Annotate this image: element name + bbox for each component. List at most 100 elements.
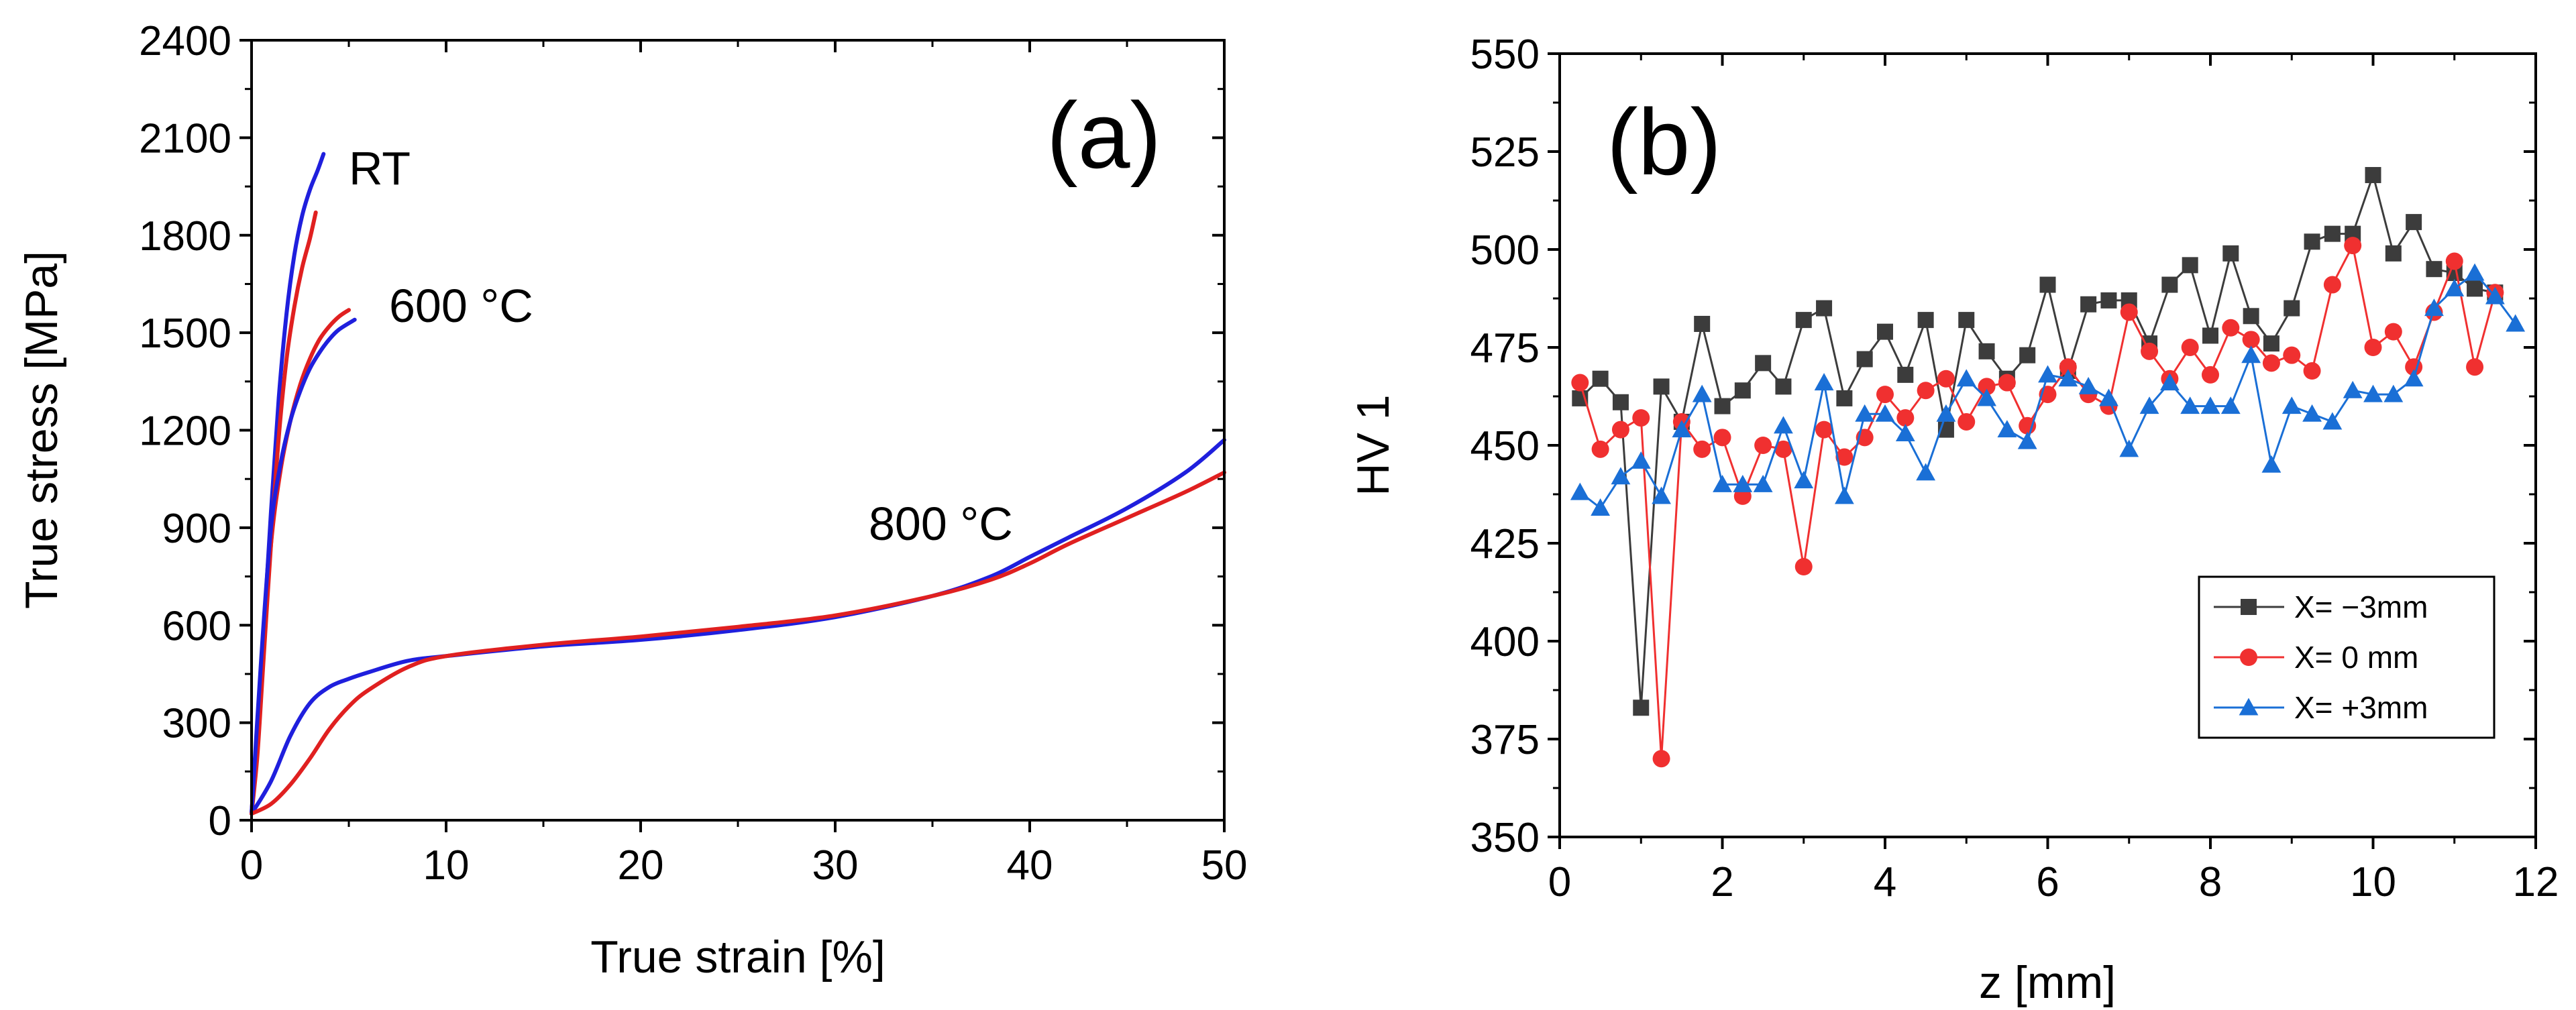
data-point-x-0-mm — [2120, 303, 2138, 321]
data-point-x-0-mm — [2262, 354, 2280, 372]
data-point-x-0-mm — [1652, 750, 1670, 768]
data-point-x-3mm — [2324, 225, 2341, 242]
legend-swatches — [2214, 599, 2284, 716]
panel-b-x-axis-title: z [mm] — [1979, 957, 2116, 1008]
data-point-x-0-mm — [1896, 409, 1915, 427]
data-point-x-0-mm — [2242, 331, 2260, 349]
data-point-x-3mm — [1875, 404, 1895, 422]
y-tick-label: 475 — [1470, 325, 1540, 372]
data-point-x-3mm — [1855, 404, 1875, 422]
data-point-x-3mm — [2180, 396, 2200, 414]
data-point-x-3mm — [1672, 420, 1692, 438]
series-line-rt-blue — [250, 152, 326, 816]
y-tick-label: 450 — [1470, 423, 1540, 469]
data-point-x-3mm — [2241, 345, 2261, 363]
data-point-x-3mm — [1834, 486, 1854, 504]
data-point-x-3mm — [1631, 451, 1651, 469]
data-point-x-3mm — [1692, 384, 1712, 402]
data-point-x-3mm — [1936, 404, 1956, 422]
data-point-x-3mm — [1794, 471, 1814, 489]
series-line-600-c-blue — [250, 317, 357, 816]
data-point-x-3mm — [1977, 388, 1996, 406]
data-point-x-3mm — [2161, 276, 2178, 293]
y-tick-label: 1800 — [139, 213, 231, 260]
data-point-x-3mm — [1612, 394, 1629, 410]
data-point-x-3mm — [2202, 327, 2218, 344]
data-point-x-3mm — [2220, 396, 2241, 414]
data-point-x-3mm — [1897, 366, 1914, 383]
data-point-x-3mm — [2119, 439, 2139, 457]
x-tick-label: 10 — [423, 842, 470, 889]
data-point-x-3mm — [2159, 373, 2180, 391]
data-point-x-0-mm — [1571, 374, 1589, 392]
y-tick-label: 600 — [162, 603, 231, 649]
x-tick-label: 30 — [812, 842, 859, 889]
data-point-x-3mm — [2017, 431, 2037, 449]
data-point-x-3mm — [1856, 351, 1873, 368]
y-tick-label: 550 — [1470, 32, 1540, 78]
data-point-x-3mm — [2322, 412, 2343, 430]
data-point-x-0-mm — [1835, 448, 1854, 466]
y-tick-label: 375 — [1470, 717, 1540, 763]
data-point-x-0-mm — [1815, 420, 1833, 439]
data-point-x-3mm — [1836, 390, 1853, 406]
panel-a-y-axis-title: True stress [MPa] — [16, 251, 67, 609]
series-line-x-3mm — [1578, 174, 2496, 709]
data-point-x-0-mm — [2202, 366, 2219, 384]
data-point-x-3mm — [1633, 699, 1650, 716]
data-point-x-3mm — [1611, 467, 1631, 485]
data-point-x-3mm — [2302, 404, 2322, 422]
legend-swatch-3-marker — [2239, 697, 2259, 716]
data-point-x-0-mm — [2283, 346, 2301, 364]
data-point-x-3mm — [1714, 398, 1731, 414]
x-tick-label: 4 — [1874, 859, 1896, 905]
data-point-x-3mm — [2200, 396, 2220, 414]
data-point-x-0-mm — [2059, 358, 2077, 376]
data-point-x-3mm — [1734, 382, 1751, 399]
data-point-x-3mm — [2019, 347, 2036, 363]
data-point-x-3mm — [1652, 486, 1671, 504]
data-point-x-3mm — [1774, 416, 1793, 434]
data-point-x-3mm — [1570, 482, 1590, 500]
panel-a-x-axis-title: True strain [%] — [590, 932, 885, 983]
data-point-x-3mm — [2304, 233, 2320, 250]
panel-a-ticks: 0 10 20 30 40 50 0 300 600 900 1200 1500 1800 2100 240… — [139, 18, 1247, 889]
x-tick-label: 50 — [1201, 842, 1248, 889]
data-point-x-3mm — [1916, 463, 1936, 481]
data-point-x-3mm — [2139, 396, 2159, 414]
data-point-x-3mm — [2100, 292, 2117, 308]
data-point-x-0-mm — [1917, 382, 1935, 400]
data-point-x-0-mm — [2323, 276, 2341, 294]
x-tick-label: 2 — [1711, 859, 1733, 905]
x-tick-label: 8 — [2199, 859, 2222, 905]
annotation-rt: RT — [349, 142, 411, 194]
x-tick-label: 6 — [2036, 859, 2059, 905]
y-tick-label: 1200 — [139, 408, 231, 455]
data-point-x-3mm — [2243, 308, 2259, 325]
data-point-x-0-mm — [1591, 440, 1609, 458]
data-point-x-0-mm — [1611, 420, 1629, 439]
y-tick-label: 425 — [1470, 521, 1540, 567]
data-point-x-3mm — [1956, 369, 1976, 387]
panel-b: 0 2 4 6 8 10 12 350 375 400 425 450 475 500 525 550 (b)… — [1348, 32, 2559, 1008]
data-point-x-3mm — [1755, 355, 1772, 372]
x-tick-label: 0 — [1548, 859, 1571, 905]
panel-a: 0 10 20 30 40 50 0 300 600 900 1200 1500 1800 2100 240… — [16, 18, 1247, 983]
data-point-x-3mm — [2080, 296, 2097, 313]
y-tick-label: 0 — [209, 798, 231, 844]
data-point-x-3mm — [2485, 286, 2505, 304]
data-point-x-3mm — [2506, 314, 2526, 332]
data-point-x-0-mm — [2181, 339, 2199, 356]
data-point-x-3mm — [2445, 279, 2465, 296]
data-point-x-0-mm — [1632, 409, 1650, 427]
data-point-x-3mm — [2365, 167, 2381, 184]
x-tick-label: 12 — [2513, 859, 2559, 905]
series-line-800-c-red — [250, 470, 1226, 816]
data-point-x-3mm — [1694, 315, 1711, 332]
data-point-x-0-mm — [1713, 429, 1731, 447]
legend-label-x-minus3: X= −3mm — [2294, 590, 2428, 624]
data-point-x-0-mm — [1754, 437, 1772, 454]
data-point-x-3mm — [1816, 300, 1833, 317]
data-point-x-3mm — [2383, 384, 2404, 402]
